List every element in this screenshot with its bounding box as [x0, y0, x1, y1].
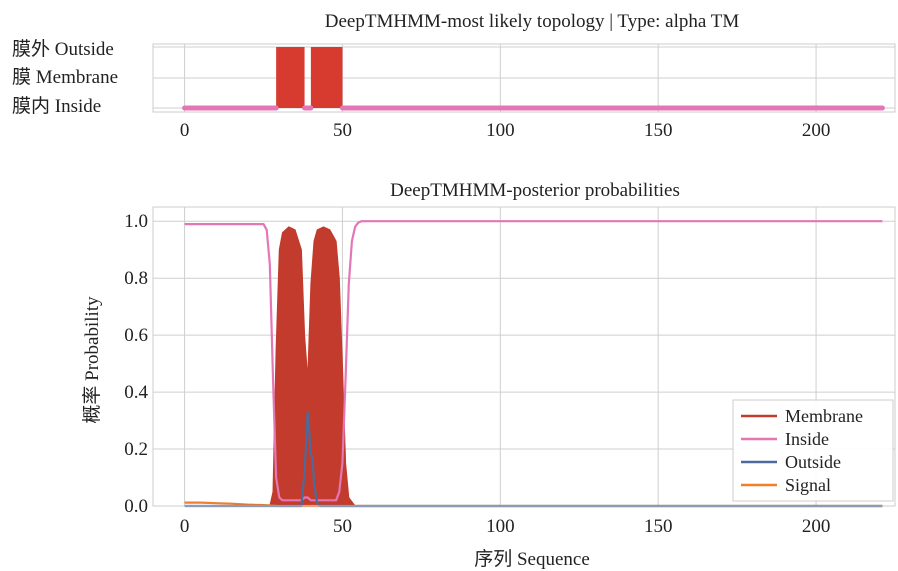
ytick-membrane: 膜 Membrane	[12, 66, 118, 88]
probability-panel: DeepTMHMM-posterior probabilities 0.0 0.2…	[81, 180, 896, 570]
legend-label-outside: Outside	[785, 452, 841, 472]
probability-title: DeepTMHMM-posterior probabilities	[390, 180, 680, 201]
ytick-inside: 膜内 Inside	[12, 95, 101, 117]
probability-ytick-label-3: 0.6	[124, 325, 148, 346]
inside-line	[184, 220, 883, 502]
probability-plot-frame	[152, 206, 896, 507]
topology-plot-frame	[152, 43, 896, 113]
topology-title: DeepTMHMM-most likely topology | Type: a…	[325, 11, 740, 32]
membrane-segment-0	[276, 47, 305, 108]
probability-ytick-label-0: 0.0	[124, 496, 148, 517]
probability-ytick-label-1: 0.2	[124, 439, 148, 460]
legend-label-inside: Inside	[785, 429, 829, 449]
probability-ytick-label-4: 0.8	[124, 268, 148, 289]
probability-xtick-label-4: 200	[802, 516, 831, 537]
ytick-outside: 膜外 Outside	[12, 38, 114, 60]
membrane-area	[184, 226, 883, 507]
probability-xtick-label-0: 0	[180, 516, 190, 537]
probability-ytick-label-5: 1.0	[124, 211, 148, 232]
outside-line	[184, 410, 883, 508]
probability-xtick-label-3: 150	[644, 516, 673, 537]
y-axis-label: 概率 Probability	[81, 296, 103, 424]
topology-xtick-label-1: 50	[333, 120, 352, 141]
probability-xtick-label-1: 50	[333, 516, 352, 537]
probability-ytick-label-2: 0.4	[124, 382, 148, 403]
topology-xtick-label-3: 150	[644, 120, 673, 141]
x-axis-label: 序列 Sequence	[474, 548, 590, 570]
legend-label-signal: Signal	[785, 475, 831, 495]
topology-panel: DeepTMHMM-most likely topology | Type: a…	[12, 11, 896, 141]
membrane-segment-1	[310, 47, 343, 108]
legend-label-membrane: Membrane	[785, 406, 863, 426]
legend: Membrane Inside Outside Signal	[732, 399, 894, 502]
topology-xtick-label-4: 200	[802, 120, 831, 141]
topology-xtick-label-2: 100	[486, 120, 515, 141]
probability-xtick-label-2: 100	[486, 516, 515, 537]
topology-xtick-label-0: 0	[180, 120, 190, 141]
